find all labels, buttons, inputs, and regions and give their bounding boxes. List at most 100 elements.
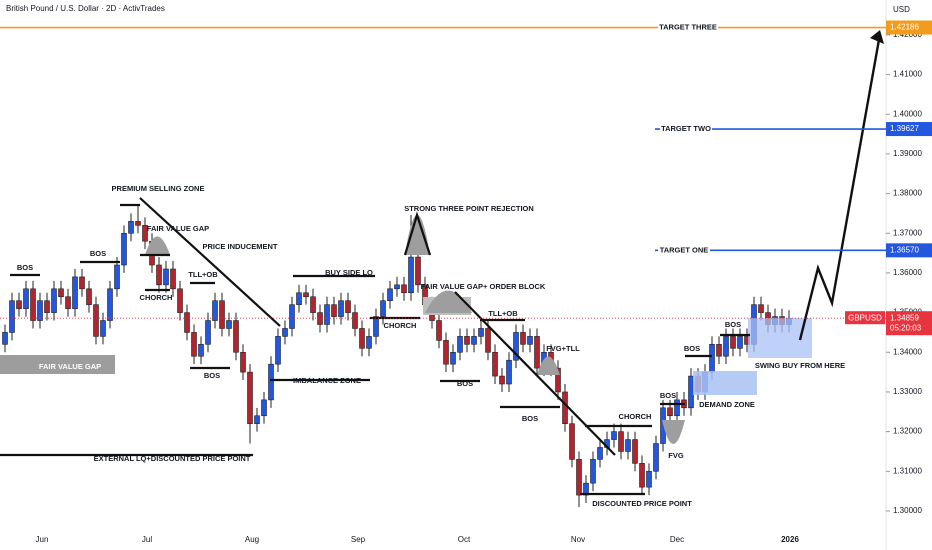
annotation: CHORCH: [140, 293, 173, 302]
candle-body: [107, 288, 113, 321]
candle-body: [653, 443, 659, 472]
target-badge: [886, 20, 932, 35]
candle-body: [23, 288, 29, 309]
y-tick-label: 1.33000: [893, 387, 922, 396]
candle-body: [366, 336, 372, 349]
arc: [405, 215, 430, 255]
annotation: TLL+OB: [188, 270, 218, 279]
candle-body: [37, 300, 43, 321]
candle-body: [100, 320, 106, 337]
candle-body: [688, 375, 694, 409]
candle-body: [674, 399, 680, 417]
candle-body: [555, 367, 561, 393]
y-tick-label: 1.36000: [893, 268, 922, 277]
target-label: TARGET TWO: [661, 124, 711, 133]
demand-box: [693, 371, 757, 395]
annotation: FVG: [668, 451, 684, 460]
candle-body: [282, 328, 288, 337]
target-badge: [886, 122, 932, 137]
level-lines: [0, 203, 750, 496]
candle-body: [590, 459, 596, 484]
arc: [662, 420, 685, 444]
candle-body: [9, 300, 15, 333]
candle-body: [443, 340, 449, 365]
arc: [425, 290, 472, 313]
candle-body: [457, 336, 463, 353]
candle-body: [359, 328, 365, 349]
candle-body: [191, 332, 197, 357]
annotation: FAIR VALUE GAP: [39, 362, 101, 371]
candle-body: [352, 312, 358, 329]
candle-body: [93, 304, 99, 337]
target-label: TARGET THREE: [659, 23, 717, 32]
x-tick-label: Sep: [351, 535, 366, 544]
price-label: 1.34859: [890, 313, 919, 322]
candle-body: [261, 399, 267, 417]
candle-body: [310, 296, 316, 313]
annotation: BOS: [17, 263, 33, 272]
arc: [537, 356, 560, 375]
candle-body: [415, 256, 421, 286]
target-label: TARGET ONE: [660, 245, 709, 254]
candle-body: [219, 300, 225, 329]
candle-body: [639, 463, 645, 488]
candle-body: [114, 264, 120, 290]
candle-body: [618, 431, 624, 452]
candle-body: [331, 304, 337, 317]
candle-body: [730, 336, 736, 349]
symbol: GBPUSD: [848, 313, 882, 322]
annotation: BOS: [684, 344, 700, 353]
candle-body: [345, 300, 351, 313]
x-tick-label: Dec: [670, 535, 684, 544]
candle-body: [723, 336, 729, 357]
drawings: [0, 30, 884, 496]
candle-body: [177, 288, 183, 313]
y-tick-label: 1.30000: [893, 506, 922, 515]
candle-body: [667, 407, 673, 417]
x-tick-label: Aug: [245, 535, 259, 544]
candle-body: [401, 284, 407, 294]
candle-body: [303, 292, 309, 298]
annotation: BOS: [522, 414, 538, 423]
candle-body: [317, 312, 323, 325]
candle-body: [86, 288, 92, 305]
candle-body: [275, 336, 281, 365]
arc: [145, 236, 170, 255]
arrowhead: [870, 30, 884, 44]
candle-body: [184, 312, 190, 333]
trend-lines: [139, 197, 616, 456]
candle-body: [205, 320, 211, 345]
annotation: CHORCH: [384, 321, 417, 330]
y-tick-label: 1.32000: [893, 427, 922, 436]
candle-body: [324, 304, 330, 325]
y-tick-label: 1.39000: [893, 149, 922, 158]
projection: [798, 33, 882, 341]
candle-body: [51, 288, 57, 313]
candle-body: [611, 431, 617, 440]
annotation: BOS: [457, 379, 473, 388]
candle-body: [527, 336, 533, 345]
annotation: BUY SIDE LQ: [325, 268, 373, 277]
annotation: BOS: [204, 371, 220, 380]
y-tick-label: 1.41000: [893, 70, 922, 79]
candle-body: [198, 344, 204, 357]
candle-body: [58, 288, 64, 298]
annotation: STRONG THREE POINT REJECTION: [404, 204, 534, 213]
y-tick-label: 1.34000: [893, 347, 922, 356]
target-price: 1.42186: [890, 23, 919, 32]
y-tick-label: 1.38000: [893, 189, 922, 198]
candle-body: [387, 288, 393, 302]
candle-body: [233, 320, 239, 353]
symbol-badge: [845, 311, 885, 325]
candle-body: [485, 328, 491, 353]
x-tick-label: Jul: [142, 535, 152, 544]
target-label-bg: [660, 124, 712, 135]
candle-body: [464, 336, 470, 345]
candle-body: [72, 276, 78, 309]
candle-body: [289, 304, 295, 329]
candle-body: [520, 332, 526, 345]
annotation: IMBALANCE ZONE: [293, 376, 361, 385]
candle-body: [513, 332, 519, 361]
candle-body: [394, 284, 400, 290]
